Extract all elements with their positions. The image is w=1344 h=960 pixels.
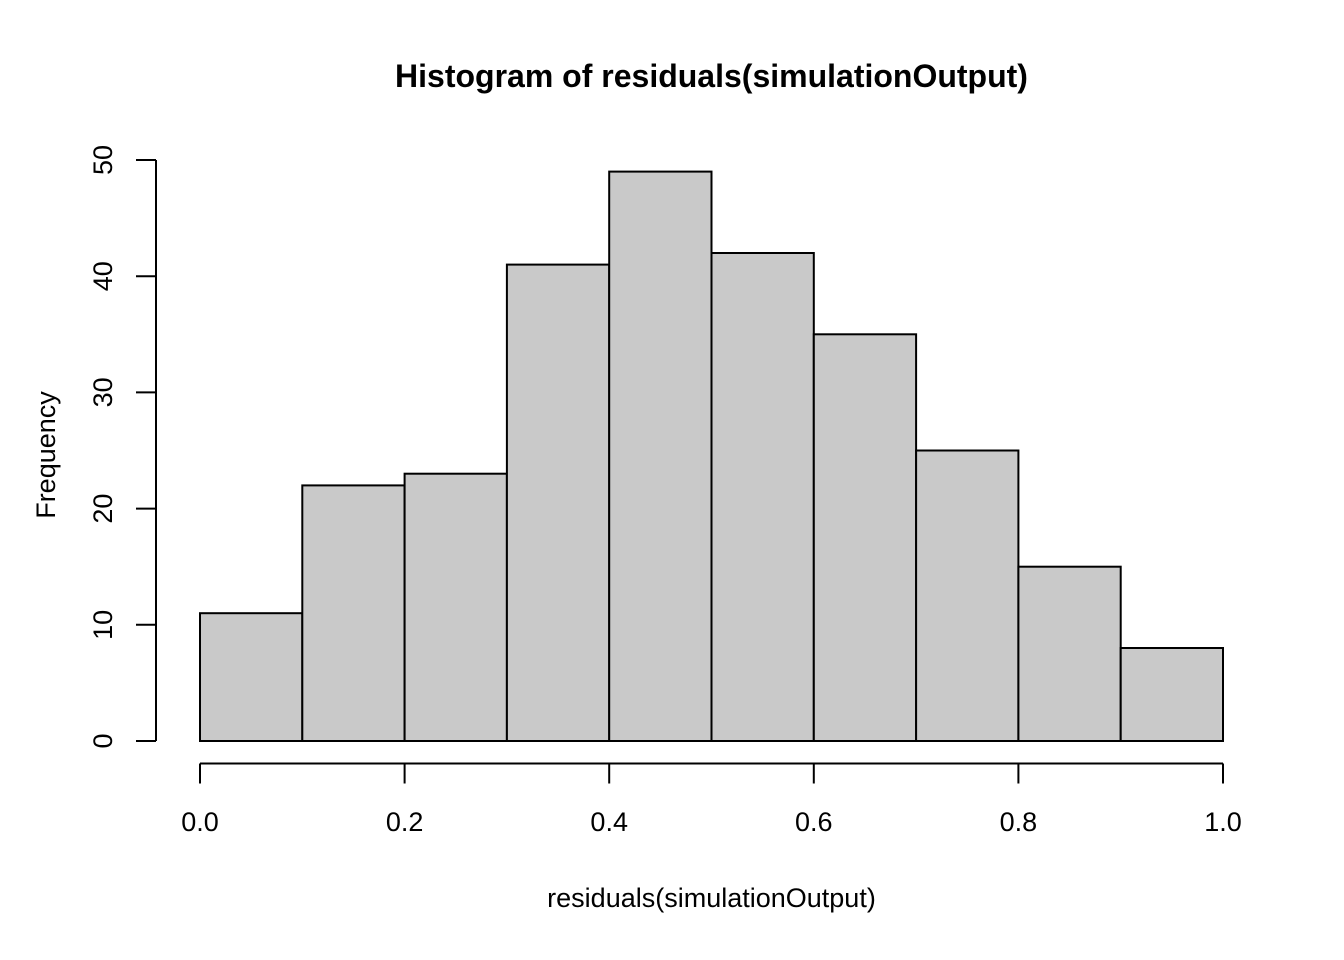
histogram-bar bbox=[812, 333, 918, 742]
x-axis-title: residuals(simulationOutput) bbox=[547, 883, 876, 913]
histogram-bar bbox=[915, 449, 1020, 742]
histogram-bar bbox=[608, 170, 713, 743]
x-tick-label: 0.4 bbox=[590, 807, 628, 837]
histogram-bar bbox=[199, 612, 304, 743]
y-tick-label: 0 bbox=[88, 733, 118, 748]
histogram-bar bbox=[505, 263, 611, 742]
histogram-bar bbox=[301, 484, 406, 742]
y-tick-label: 10 bbox=[88, 610, 118, 640]
y-tick-label: 40 bbox=[88, 261, 118, 291]
x-tick-label: 0.2 bbox=[386, 807, 424, 837]
histogram-bar bbox=[403, 472, 508, 742]
x-tick-label: 0.8 bbox=[1000, 807, 1038, 837]
y-tick-label: 50 bbox=[88, 145, 118, 175]
y-tick-label: 30 bbox=[88, 377, 118, 407]
histogram-bar bbox=[1017, 565, 1122, 743]
x-tick-label: 0.6 bbox=[795, 807, 833, 837]
histogram-bar bbox=[1119, 647, 1224, 742]
histogram-bar bbox=[710, 252, 815, 742]
x-tick-label: 0.0 bbox=[181, 807, 219, 837]
y-tick-label: 20 bbox=[88, 494, 118, 524]
x-tick-label: 1.0 bbox=[1204, 807, 1242, 837]
chart-title: Histogram of residuals(simulationOutput) bbox=[395, 58, 1028, 94]
